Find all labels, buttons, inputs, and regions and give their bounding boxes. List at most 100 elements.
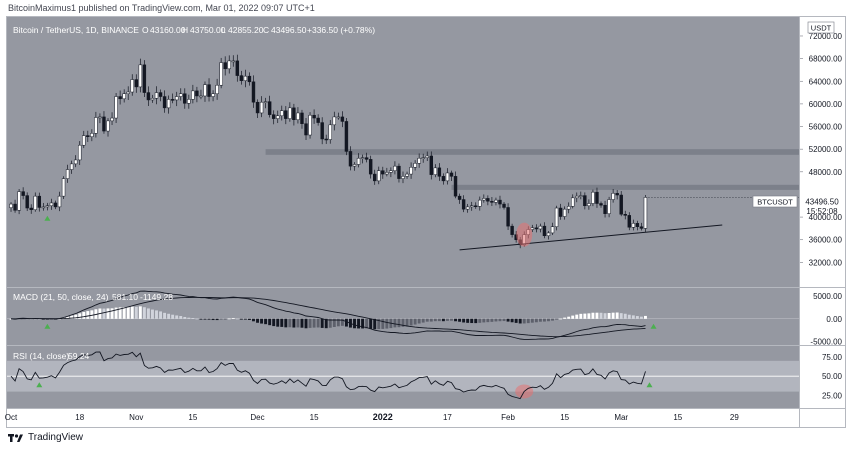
candle-body[interactable] <box>352 164 357 167</box>
candle-body[interactable] <box>219 62 223 86</box>
candle-body[interactable] <box>300 112 304 124</box>
candle-body[interactable] <box>478 199 482 207</box>
candle-body[interactable] <box>405 173 409 177</box>
candle-body[interactable] <box>433 167 438 175</box>
candle-body[interactable] <box>223 62 227 70</box>
candle-body[interactable] <box>106 120 110 132</box>
candle-body[interactable] <box>57 195 62 208</box>
candle-body[interactable] <box>312 114 316 119</box>
candle-body[interactable] <box>595 191 599 204</box>
candle-body[interactable] <box>78 144 82 161</box>
candle-body[interactable] <box>599 203 603 206</box>
candle-body[interactable] <box>425 155 429 158</box>
candle-body[interactable] <box>348 151 353 167</box>
candle-body[interactable] <box>550 226 555 234</box>
candle-body[interactable] <box>17 191 21 211</box>
candle-body[interactable] <box>13 203 17 211</box>
candle-body[interactable] <box>65 169 70 179</box>
candle-body[interactable] <box>486 198 490 202</box>
candle-body[interactable] <box>583 195 587 207</box>
candle-body[interactable] <box>510 225 514 235</box>
candle-body[interactable] <box>534 227 539 230</box>
candle-body[interactable] <box>591 191 595 204</box>
candle-body[interactable] <box>615 193 619 196</box>
candle-body[interactable] <box>211 93 215 97</box>
candle-body[interactable] <box>94 117 98 134</box>
candle-body[interactable] <box>336 116 341 119</box>
candle-body[interactable] <box>239 75 244 81</box>
candle-body[interactable] <box>465 206 470 210</box>
candle-body[interactable] <box>82 135 86 146</box>
candle-body[interactable] <box>631 223 636 228</box>
candle-body[interactable] <box>37 195 42 208</box>
candle-body[interactable] <box>86 135 90 137</box>
candle-body[interactable] <box>389 170 393 173</box>
currency-badge[interactable] <box>807 21 835 34</box>
candle-body[interactable] <box>445 172 450 182</box>
candle-body[interactable] <box>344 121 349 152</box>
candle-body[interactable] <box>373 173 377 182</box>
candle-body[interactable] <box>417 157 421 164</box>
candle-body[interactable] <box>183 93 187 104</box>
candle-body[interactable] <box>587 203 591 207</box>
candle-body[interactable] <box>360 157 365 159</box>
candle-body[interactable] <box>284 110 288 119</box>
candle-body[interactable] <box>276 115 280 119</box>
candle-body[interactable] <box>195 90 199 97</box>
candle-body[interactable] <box>619 194 623 215</box>
candle-body[interactable] <box>316 117 320 123</box>
candle-body[interactable] <box>203 84 207 97</box>
candle-body[interactable] <box>126 91 130 94</box>
candle-body[interactable] <box>98 116 102 119</box>
candle-body[interactable] <box>542 225 547 237</box>
candle-body[interactable] <box>356 157 361 165</box>
candle-body[interactable] <box>150 97 155 101</box>
candle-body[interactable] <box>288 107 292 119</box>
candle-body[interactable] <box>215 84 219 94</box>
candle-body[interactable] <box>292 107 296 120</box>
candle-body[interactable] <box>174 96 179 101</box>
candle-body[interactable] <box>259 101 264 114</box>
candle-body[interactable] <box>457 195 462 200</box>
candle-body[interactable] <box>162 96 167 109</box>
candle-body[interactable] <box>607 199 611 214</box>
candle-body[interactable] <box>558 207 563 217</box>
candle-body[interactable] <box>627 215 632 228</box>
candle-body[interactable] <box>138 64 143 88</box>
candle-body[interactable] <box>397 165 401 179</box>
candle-body[interactable] <box>340 116 345 122</box>
candle-body[interactable] <box>41 206 46 209</box>
candle-body[interactable] <box>368 159 373 175</box>
candle-body[interactable] <box>191 90 195 100</box>
candle-body[interactable] <box>29 207 33 210</box>
candle-body[interactable] <box>255 101 260 114</box>
candle-body[interactable] <box>381 170 385 175</box>
candle-body[interactable] <box>603 204 607 214</box>
candle-body[interactable] <box>243 75 248 81</box>
candle-body[interactable] <box>635 223 640 227</box>
candle-body[interactable] <box>579 195 583 197</box>
candle-body[interactable] <box>122 93 126 100</box>
candle-body[interactable] <box>474 205 478 208</box>
candle-body[interactable] <box>25 195 29 209</box>
candle-body[interactable] <box>506 207 510 227</box>
candle-body[interactable] <box>611 193 615 200</box>
footer-brand[interactable]: TradingView <box>8 432 83 443</box>
candle-body[interactable] <box>53 202 58 208</box>
candle-body[interactable] <box>328 124 332 140</box>
candle-body[interactable] <box>566 206 571 210</box>
candle-body[interactable] <box>623 214 627 216</box>
candle-body[interactable] <box>385 172 389 175</box>
candle-body[interactable] <box>199 95 203 98</box>
candle-body[interactable] <box>482 198 486 201</box>
candle-body[interactable] <box>154 92 159 99</box>
candle-body[interactable] <box>409 167 413 175</box>
candle-body[interactable] <box>449 172 454 177</box>
candle-body[interactable] <box>231 60 235 63</box>
candle-body[interactable] <box>170 99 175 101</box>
candle-body[interactable] <box>494 199 498 203</box>
last-price-tag[interactable]: BTCUSDT 43496.50 15:52:08 <box>752 188 845 216</box>
candle-body[interactable] <box>267 101 272 115</box>
candle-body[interactable] <box>45 205 50 208</box>
candle-body[interactable] <box>9 203 13 208</box>
